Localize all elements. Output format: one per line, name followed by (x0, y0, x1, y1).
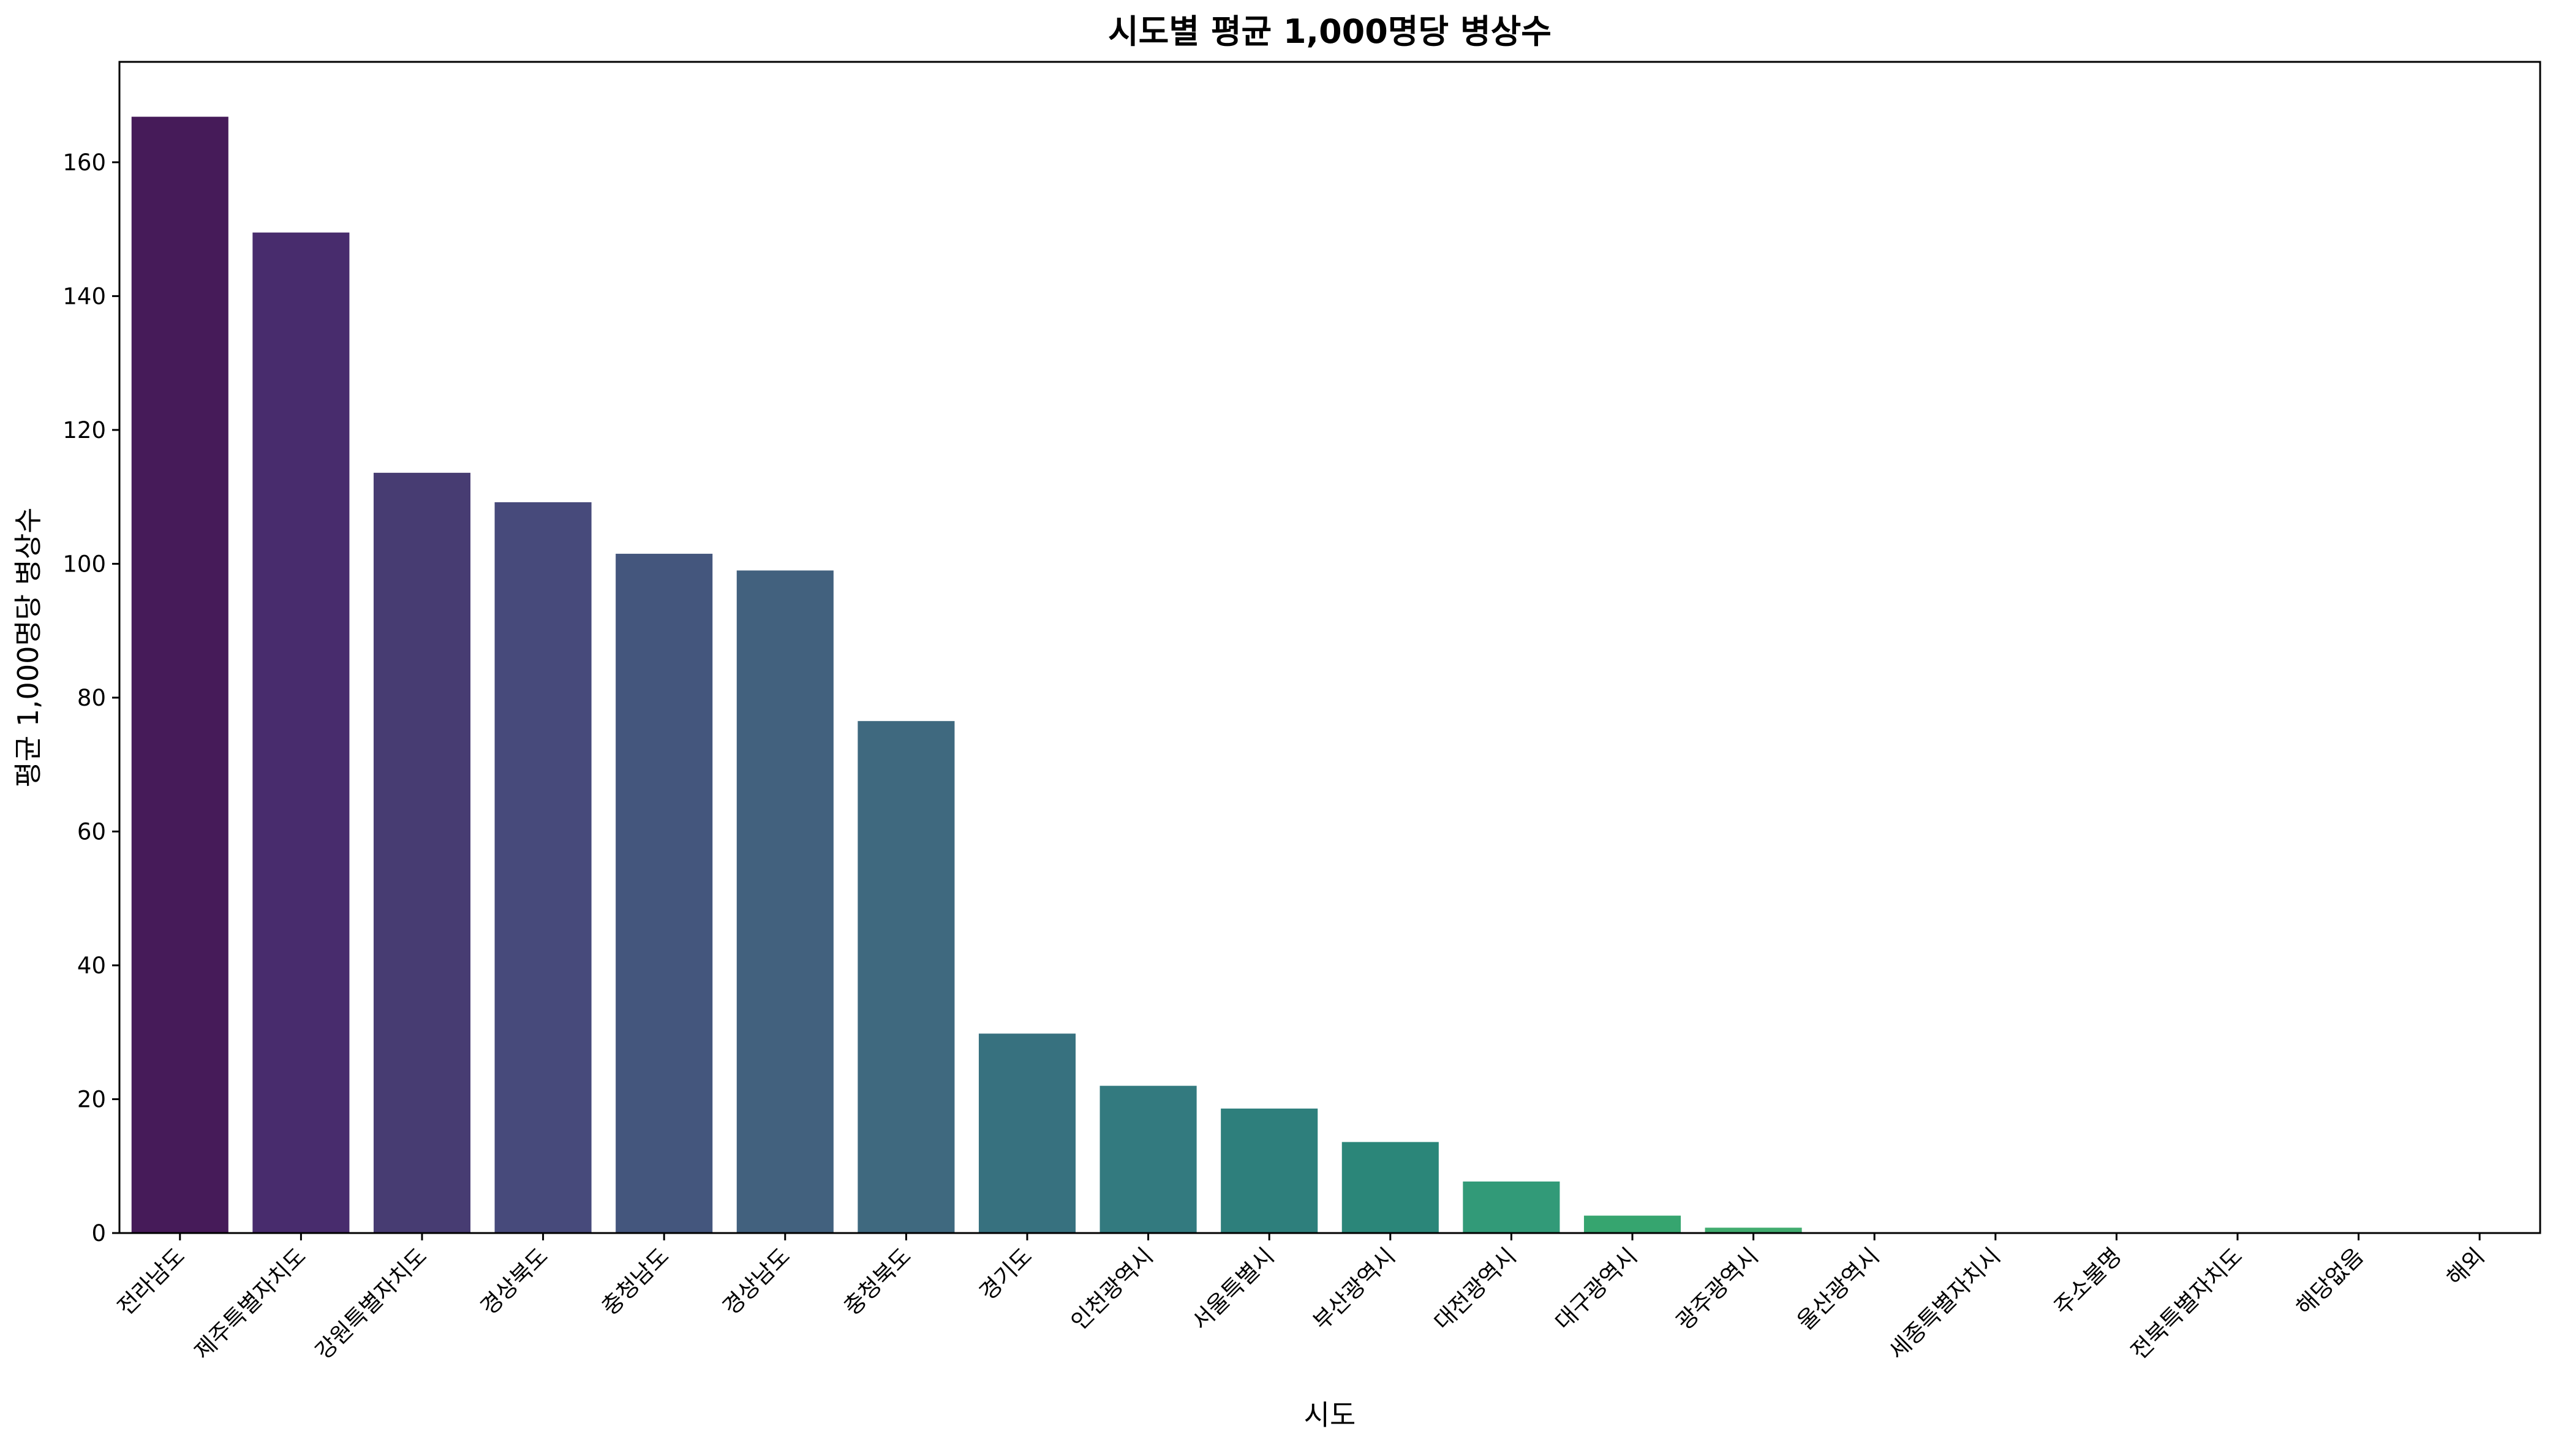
y-tick-label: 60 (77, 818, 106, 845)
chart-title: 시도별 평균 1,000명당 병상수 (1108, 12, 1552, 51)
bar (1705, 1228, 1802, 1233)
bar (1583, 1215, 1681, 1233)
bar (1099, 1085, 1197, 1233)
bar (978, 1033, 1076, 1233)
bar (1463, 1181, 1560, 1233)
y-tick-label: 80 (77, 685, 106, 711)
bar-series (131, 116, 1802, 1234)
bar (616, 554, 713, 1233)
bar (252, 232, 350, 1233)
y-axis-label: 평균 1,000명당 병상수 (12, 507, 45, 787)
bar (736, 570, 834, 1233)
bar (373, 472, 471, 1233)
bar (494, 502, 592, 1234)
y-tick-label: 40 (77, 952, 106, 979)
bar (858, 721, 955, 1233)
x-axis-label: 시도 (1304, 1398, 1356, 1431)
y-tick-label: 140 (62, 283, 106, 309)
y-tick-label: 20 (77, 1086, 106, 1112)
y-tick-label: 160 (62, 149, 106, 176)
y-tick-label: 120 (62, 417, 106, 443)
bar (1341, 1142, 1439, 1233)
plot-frame (118, 61, 2541, 1234)
y-axis-ticks: 0 20 40 60 80 100 120 140 160 (62, 149, 119, 1247)
y-tick-label: 100 (62, 551, 106, 577)
bar (131, 116, 228, 1234)
bar (1221, 1108, 1318, 1233)
y-tick-label: 0 (91, 1220, 106, 1247)
